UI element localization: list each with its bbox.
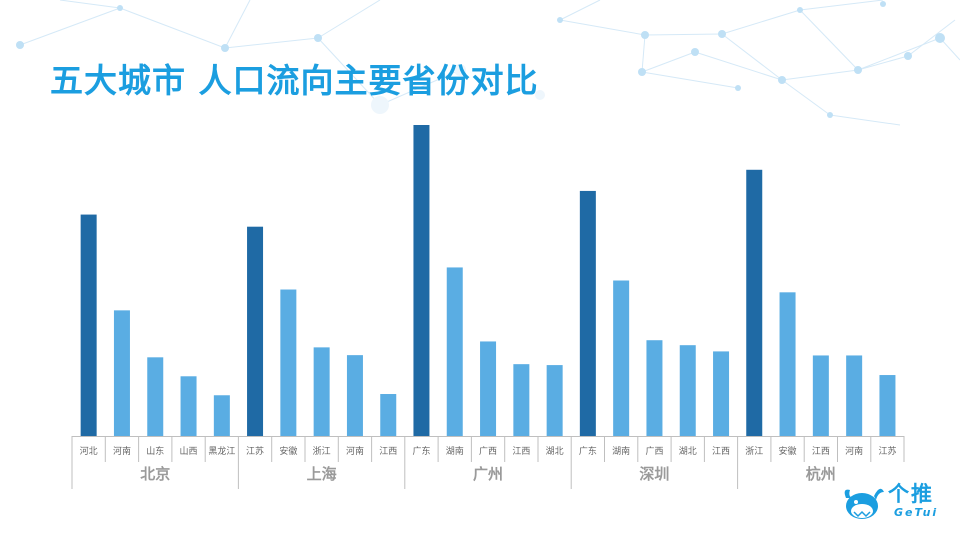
bar bbox=[746, 169, 763, 436]
category-label: 安徽 bbox=[779, 445, 797, 457]
category-label: 山东 bbox=[146, 445, 164, 457]
bar bbox=[113, 310, 130, 436]
category-label: 黑龙江 bbox=[208, 445, 235, 457]
group-label: 杭州 bbox=[806, 465, 836, 483]
bar bbox=[480, 341, 497, 436]
bar bbox=[313, 347, 330, 436]
category-label: 江西 bbox=[812, 446, 830, 457]
category-label: 江西 bbox=[512, 446, 530, 457]
bar bbox=[513, 364, 530, 436]
category-label: 湖北 bbox=[679, 446, 697, 457]
category-label: 广东 bbox=[412, 445, 430, 457]
category-label: 江西 bbox=[712, 446, 730, 457]
category-label: 江苏 bbox=[246, 445, 264, 457]
bar bbox=[613, 280, 630, 436]
bar bbox=[679, 345, 696, 436]
bar bbox=[579, 190, 596, 436]
bar bbox=[879, 375, 896, 436]
bar bbox=[546, 365, 563, 436]
bar bbox=[646, 340, 663, 436]
category-label: 湖北 bbox=[546, 446, 564, 457]
group-label: 北京 bbox=[140, 465, 170, 483]
bar bbox=[446, 267, 463, 436]
category-label: 山西 bbox=[180, 446, 198, 457]
bar bbox=[180, 376, 197, 436]
group-label: 上海 bbox=[307, 465, 337, 483]
getui-logo: 个推 GeTui bbox=[840, 478, 950, 528]
category-label: 湖南 bbox=[446, 445, 464, 457]
whale-mascot-icon bbox=[844, 488, 884, 519]
category-label: 浙江 bbox=[745, 445, 763, 457]
category-label: 浙江 bbox=[313, 445, 331, 457]
bar bbox=[147, 357, 164, 436]
brand-name: 个推 bbox=[888, 482, 934, 506]
category-label: 广东 bbox=[579, 445, 597, 457]
bar bbox=[413, 125, 430, 436]
category-label: 广西 bbox=[479, 445, 497, 457]
bar bbox=[80, 214, 97, 436]
category-label: 河南 bbox=[845, 445, 863, 457]
category-label: 安徽 bbox=[279, 445, 297, 457]
group-label: 深圳 bbox=[639, 465, 669, 483]
bar bbox=[713, 351, 730, 436]
bar bbox=[846, 355, 863, 436]
bar bbox=[779, 292, 796, 436]
bar bbox=[346, 355, 363, 436]
category-label: 河北 bbox=[80, 445, 98, 457]
bar bbox=[247, 226, 264, 436]
category-label: 广西 bbox=[645, 445, 663, 457]
slide-title: 五大城市 人口流向主要省份对比 bbox=[50, 61, 539, 100]
group-label: 广州 bbox=[473, 465, 503, 483]
bar bbox=[380, 394, 397, 436]
category-label: 江西 bbox=[379, 446, 397, 457]
category-label: 湖南 bbox=[612, 445, 630, 457]
category-label: 河南 bbox=[113, 445, 131, 457]
category-label: 河南 bbox=[346, 445, 364, 457]
bar bbox=[812, 355, 829, 436]
category-label: 江苏 bbox=[878, 445, 896, 457]
brand-subtitle: GeTui bbox=[894, 506, 939, 519]
bar bbox=[213, 395, 230, 436]
bar bbox=[280, 289, 297, 436]
